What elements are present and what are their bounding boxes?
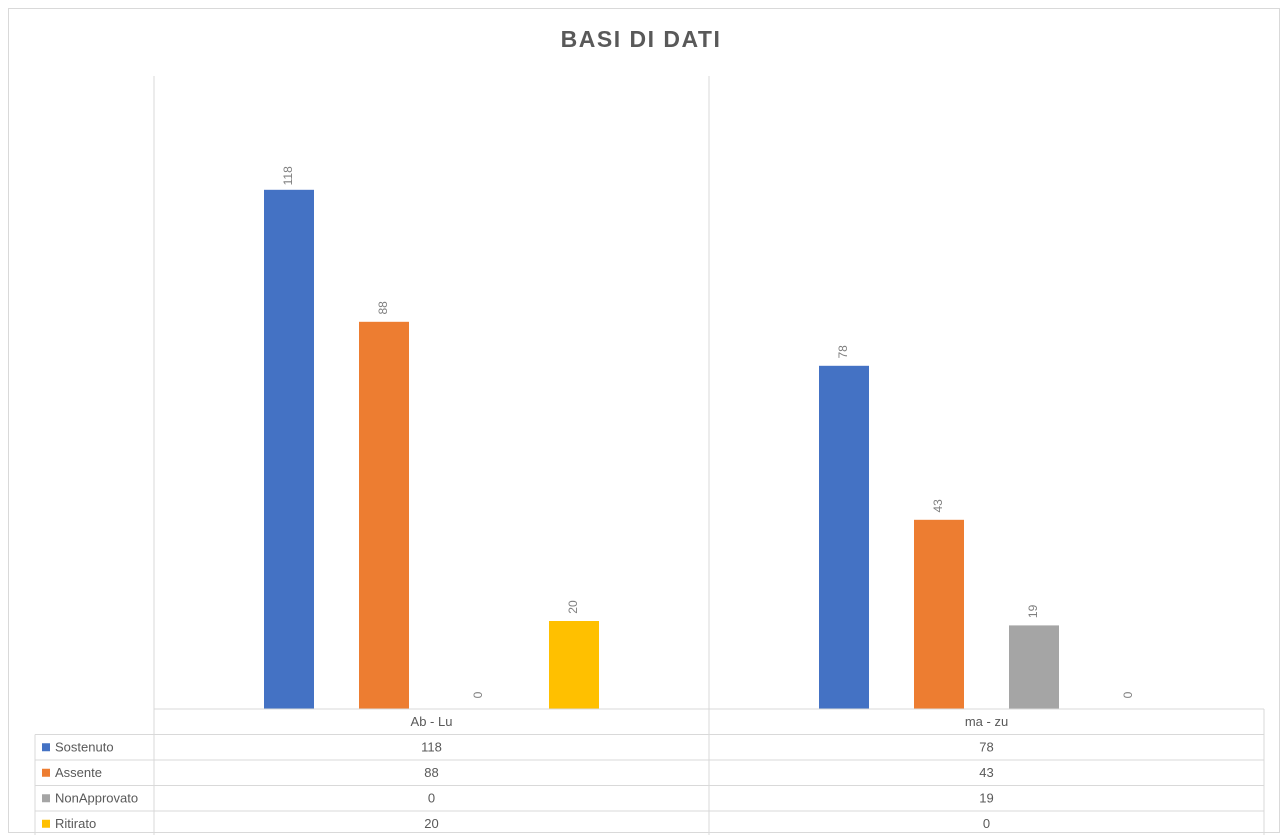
bar-nonapprovato-2 [1009,625,1059,709]
table-cell: 118 [421,740,442,755]
table-cell: 43 [979,765,993,780]
table-cell: 0 [428,791,435,806]
legend-key-nonapprovato [42,794,50,803]
legend-key-sostenuto [42,743,50,752]
legend-key-ritirato [42,819,50,828]
legend-label: Sostenuto [55,740,114,755]
data-label: 19 [1026,604,1040,618]
category-label: Ab - Lu [411,714,453,729]
legend-label: Assente [55,765,102,780]
category-label: ma - zu [965,714,1008,729]
bar-ritirato-1 [549,621,599,709]
table-cell: 19 [979,791,993,806]
table-cell: 78 [979,740,993,755]
chart-frame [8,8,1280,833]
table-cell: 20 [424,816,438,831]
data-label: 88 [376,301,390,315]
bar-sostenuto-1 [264,189,314,710]
legend-label: NonApprovato [55,791,138,806]
data-label: 0 [1121,691,1135,698]
chart-title: BASI DI DATI [560,26,722,52]
table-cell: 0 [983,816,990,831]
data-label: 43 [931,499,945,513]
data-label: 0 [471,691,485,698]
table-cell: 88 [424,765,438,780]
data-label: 20 [566,600,580,614]
data-label: 78 [836,345,850,359]
legend-key-assente [42,768,50,777]
data-label: 118 [281,166,295,185]
bar-sostenuto-2 [819,365,869,709]
bar-assente-1 [359,321,409,709]
legend-label: Ritirato [55,816,96,831]
bar-assente-2 [914,519,964,709]
